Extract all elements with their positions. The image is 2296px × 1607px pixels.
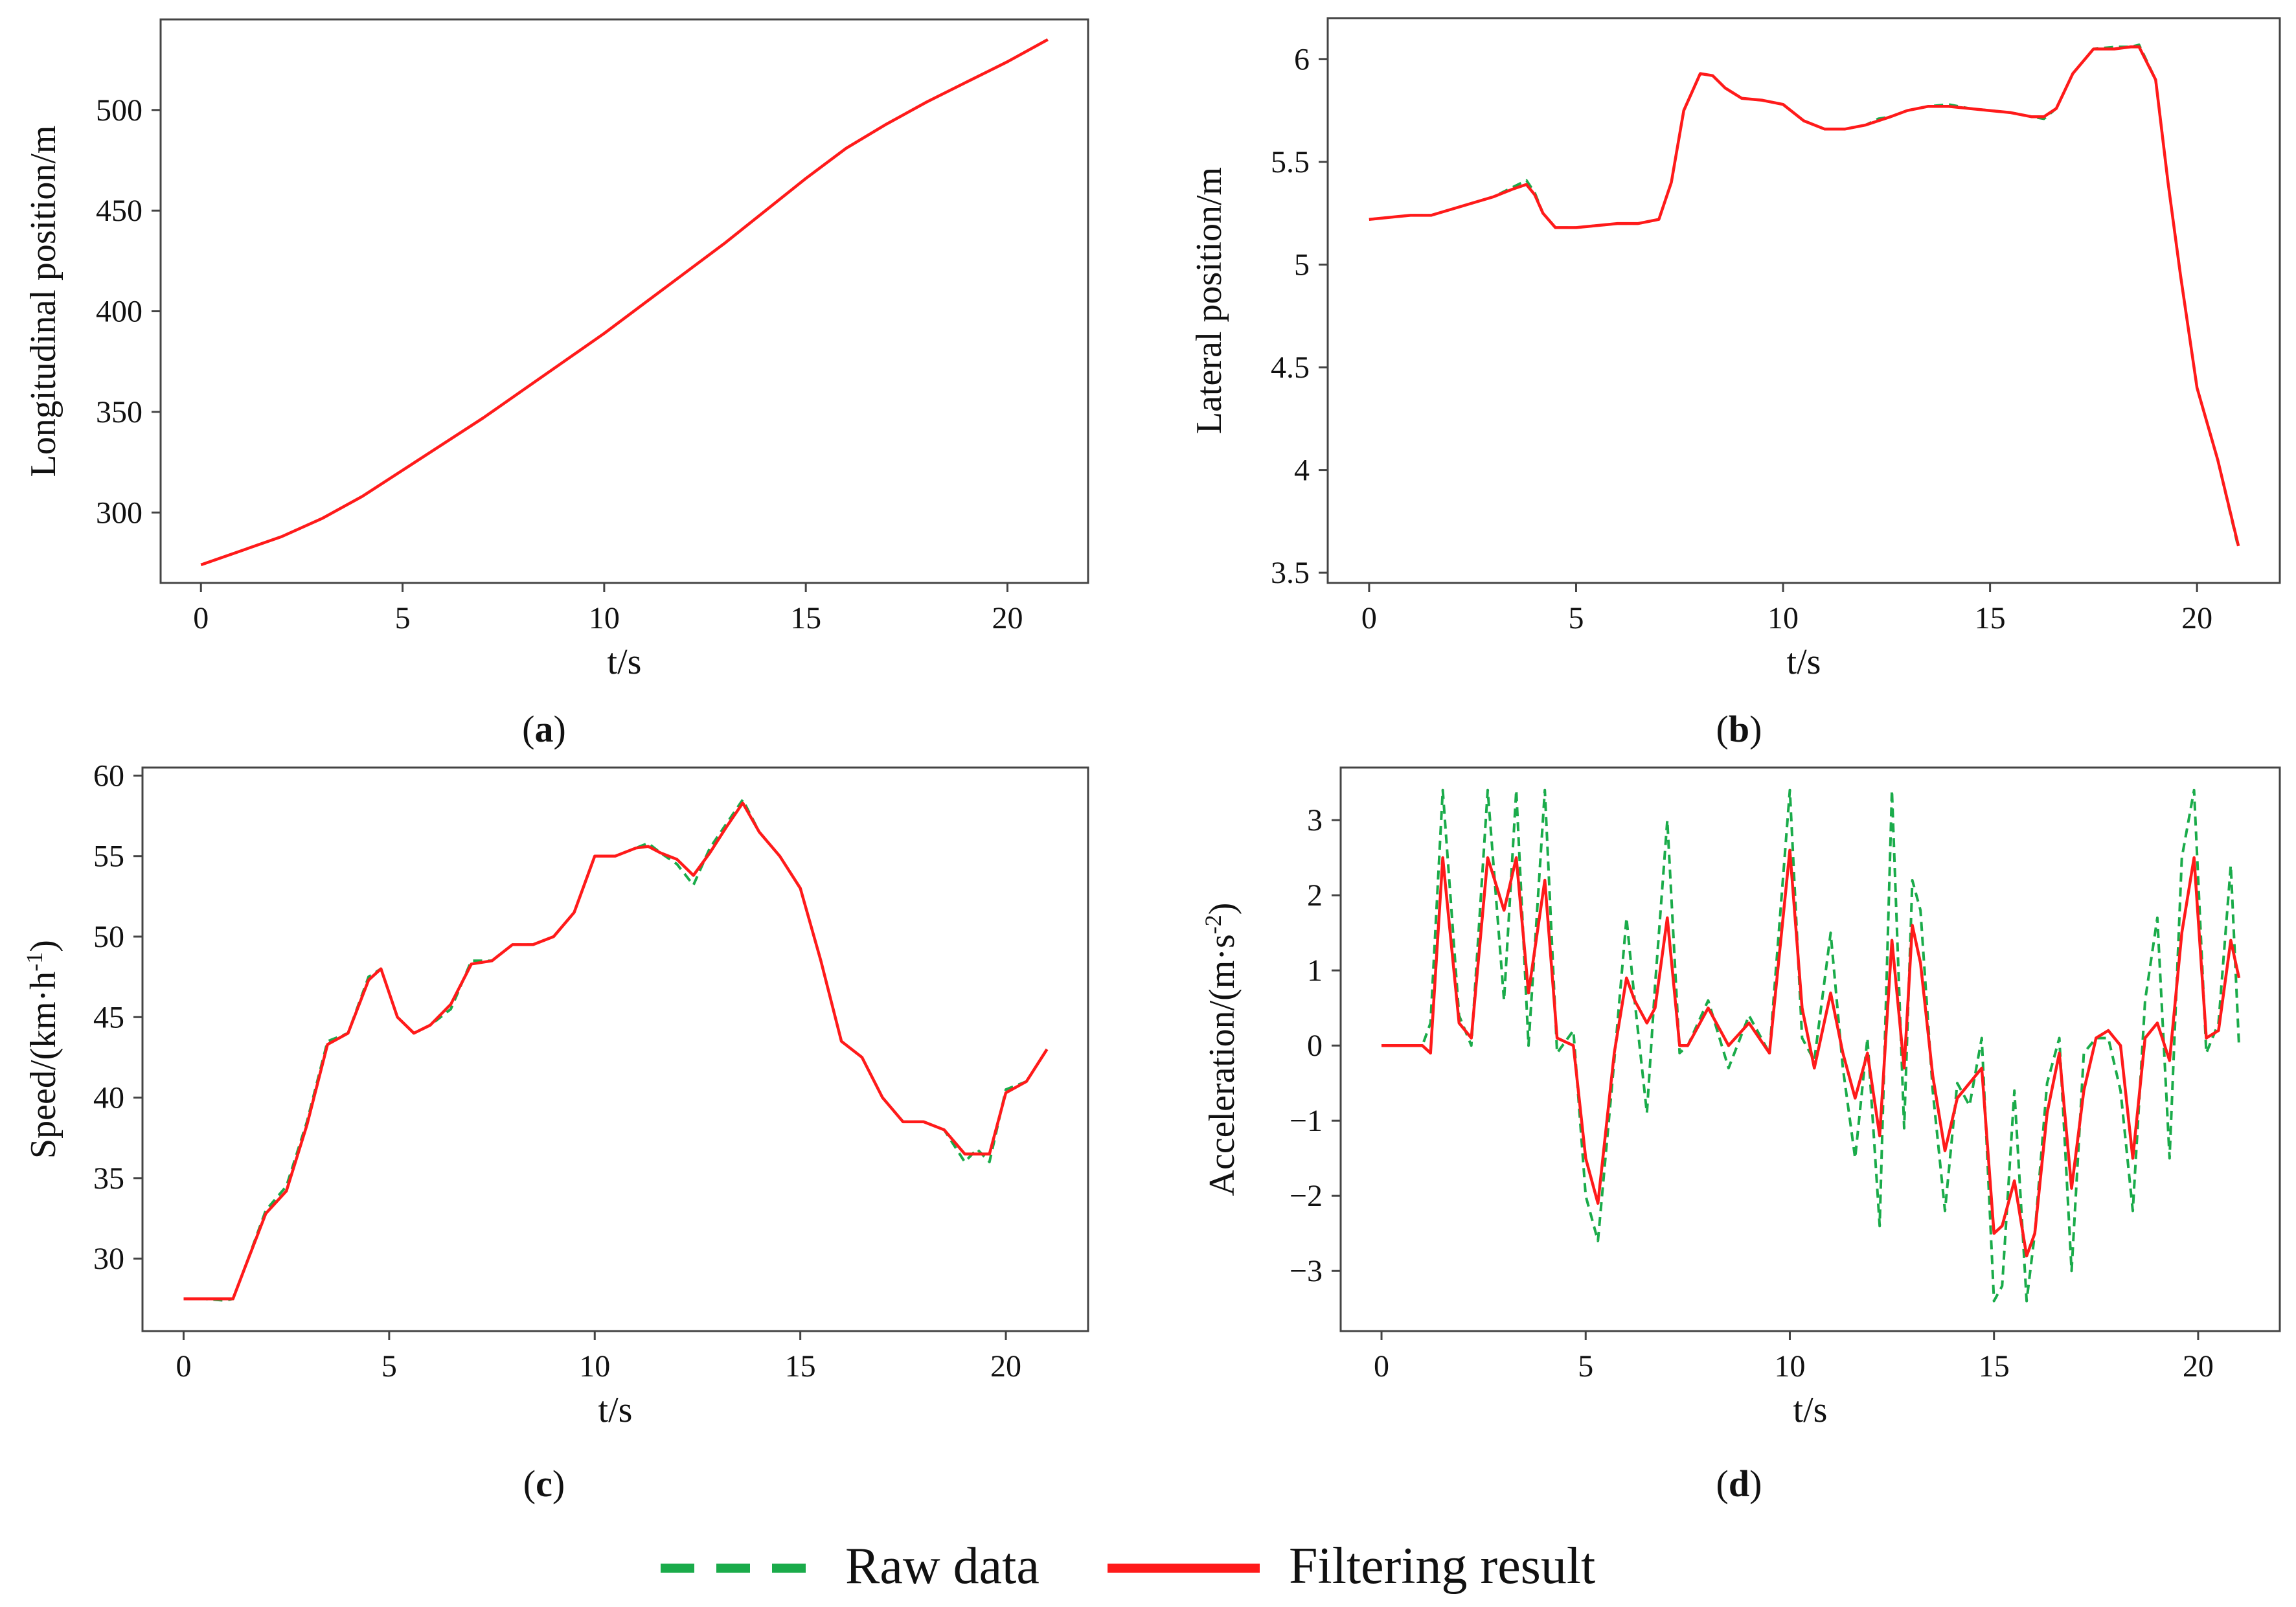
x-tick-label: 5 — [395, 601, 411, 635]
x-tick-label: 5 — [1568, 601, 1584, 635]
chart-c: 0 5 10 15 20 30 35 40 45 50 55 60 t/s Speed/(km·h-1) (… — [21, 758, 1089, 1505]
series-filtering-result — [1381, 849, 2241, 1258]
y-tick-label: 500 — [96, 93, 142, 128]
x-tick-label: 0 — [1361, 601, 1377, 635]
panel-caption: (d) — [1716, 1463, 1762, 1505]
x-tick-label: 5 — [1578, 1349, 1593, 1384]
x-tick-label: 20 — [992, 601, 1023, 635]
series-raw-data — [1381, 788, 2240, 1303]
y-tick-label: 0 — [1307, 1029, 1323, 1063]
y-tick-label: 3 — [1307, 803, 1323, 838]
x-tick-label: 20 — [2183, 1349, 2214, 1384]
x-tick-label: 0 — [193, 601, 209, 635]
legend: Raw data Filtering result — [661, 1538, 1595, 1595]
x-tick-label: 10 — [579, 1349, 610, 1384]
x-tick-label: 20 — [990, 1349, 1021, 1384]
y-tick-label: 5 — [1294, 248, 1310, 282]
y-axis-label-exponent: -1 — [21, 952, 47, 972]
legend-filter-label: Filtering result — [1289, 1538, 1595, 1595]
chart-a: 0 5 10 15 20 300 350 400 450 500 t/s Longitudinal p… — [23, 18, 1089, 750]
y-axis-label: Lateral position/m — [1189, 167, 1229, 434]
y-tick-label: 30 — [93, 1242, 124, 1276]
y-tick-label: −3 — [1290, 1254, 1323, 1288]
y-axis-label: Speed/(km·h-1) — [21, 940, 63, 1159]
x-tick-label: 15 — [790, 601, 821, 635]
x-axis-label: t/s — [1793, 1390, 1828, 1430]
plot-frame — [159, 18, 1089, 584]
x-tick-label: 15 — [785, 1349, 816, 1384]
x-tick-label: 0 — [1374, 1349, 1389, 1384]
y-tick-label: 4.5 — [1271, 350, 1310, 385]
legend-raw-label: Raw data — [845, 1538, 1040, 1595]
y-tick-label: 1 — [1307, 953, 1323, 988]
series-raw-data — [183, 798, 1049, 1302]
chart-d: 0 5 10 15 20 −3 −2 −1 0 1 2 3 t/s Acceleration/(m·s-2… — [1200, 766, 2281, 1505]
plot-frame — [1326, 17, 2281, 584]
y-tick-label: 4 — [1294, 453, 1310, 488]
y-tick-label: 450 — [96, 194, 142, 228]
x-tick-label: 15 — [1975, 601, 2006, 635]
y-tick-label: 5.5 — [1271, 145, 1310, 179]
y-tick-label: 60 — [93, 758, 124, 793]
panel-caption-letter: c — [536, 1463, 552, 1505]
x-axis-label: t/s — [608, 642, 642, 682]
y-tick-label: 50 — [93, 920, 124, 954]
panel-caption: (a) — [522, 708, 566, 750]
plot-frame — [1339, 766, 2281, 1332]
y-tick-label: 2 — [1307, 878, 1323, 913]
x-tick-label: 10 — [589, 601, 620, 635]
panel-caption: (c) — [523, 1463, 565, 1505]
panel-caption-letter: d — [1729, 1463, 1749, 1505]
x-axis-label: t/s — [1787, 642, 1821, 682]
x-tick-label: 15 — [1979, 1349, 2010, 1384]
x-axis-label: t/s — [598, 1390, 633, 1430]
series-filtering-result — [183, 801, 1049, 1301]
y-tick-label: 3.5 — [1271, 556, 1310, 590]
panel-caption-letter: a — [535, 708, 554, 750]
series-raw-data — [200, 38, 1049, 566]
series-filtering-result — [200, 38, 1049, 567]
x-tick-label: 10 — [1774, 1349, 1805, 1384]
chart-b: 0 5 10 15 20 3.5 4 4.5 5 5.5 6 t/s Lateral position/… — [1189, 17, 2281, 750]
plot-frame — [141, 766, 1089, 1332]
y-tick-label: 45 — [93, 1000, 124, 1034]
y-tick-label: 300 — [96, 496, 142, 530]
y-axis-label-tail: ) — [1202, 903, 1242, 915]
y-axis-label-exponent: -2 — [1200, 915, 1226, 934]
y-tick-label: 40 — [93, 1081, 124, 1115]
x-tick-label: 0 — [176, 1349, 191, 1384]
x-tick-label: 5 — [381, 1349, 397, 1384]
y-axis-label: Longitudinal position/m — [23, 126, 63, 477]
y-tick-label: 55 — [93, 839, 124, 874]
y-tick-label: −2 — [1290, 1179, 1323, 1213]
panel-caption: (b) — [1716, 708, 1762, 750]
y-axis-label-tail: ) — [23, 940, 63, 952]
x-tick-label: 20 — [2181, 601, 2212, 635]
y-tick-label: 35 — [93, 1161, 124, 1196]
y-tick-label: 6 — [1294, 42, 1310, 76]
y-tick-label: 350 — [96, 395, 142, 429]
y-tick-label: 400 — [96, 295, 142, 329]
panel-caption-letter: b — [1729, 708, 1749, 750]
y-tick-label: −1 — [1290, 1104, 1323, 1138]
x-tick-label: 10 — [1767, 601, 1799, 635]
series-filtering-result — [1369, 45, 2240, 547]
y-axis-label: Acceleration/(m·s-2) — [1200, 903, 1242, 1196]
